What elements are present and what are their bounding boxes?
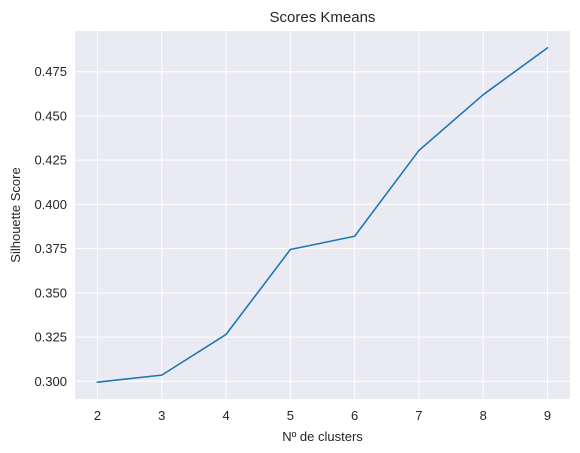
- x-tick-label: 7: [415, 408, 422, 423]
- series-line: [96, 46, 549, 384]
- chart-title: Scores Kmeans: [270, 9, 376, 26]
- x-tick-label: 5: [287, 408, 294, 423]
- y-axis-label: Silhouette Score: [8, 167, 23, 262]
- y-tick-label: 0.400: [34, 197, 67, 212]
- y-tick-label: 0.350: [34, 285, 67, 300]
- x-tick-label: 8: [480, 408, 487, 423]
- y-tick-labels: 0.300 0.325 0.350 0.375 0.400 0.425 0.450 0.475: [34, 64, 67, 389]
- x-tick-label: 3: [158, 408, 165, 423]
- x-tick-label: 9: [544, 408, 551, 423]
- y-tick-label: 0.475: [34, 64, 67, 79]
- y-tick-label: 0.425: [34, 153, 67, 168]
- y-tick-label: 0.325: [34, 330, 67, 345]
- y-tick-label: 0.300: [34, 374, 67, 389]
- x-tick-label: 6: [351, 408, 358, 423]
- x-tick-label: 4: [222, 408, 229, 423]
- x-tick-label: 2: [94, 408, 101, 423]
- x-tick-labels: 2 3 4 5 6 7 8 9: [94, 408, 551, 423]
- y-tick-label: 0.375: [34, 241, 67, 256]
- series-layer: [96, 46, 549, 384]
- grid-layer: [75, 31, 570, 399]
- y-tick-label: 0.450: [34, 108, 67, 123]
- x-axis-label: Nº de clusters: [282, 429, 363, 444]
